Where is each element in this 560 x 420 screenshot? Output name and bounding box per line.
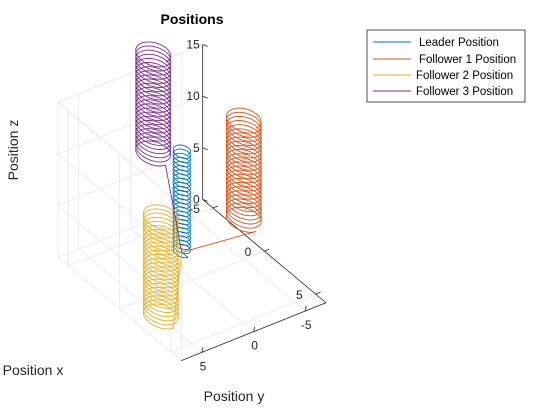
z-tick (202, 147, 208, 151)
z-tick (202, 44, 208, 47)
legend-entry: Follower 3 Position (416, 86, 513, 98)
grid-line (68, 207, 214, 267)
legend: Leader Position Follower 1 Position Foll… (366, 29, 526, 103)
legend-entry: Leader Position (419, 37, 499, 49)
y-tick-label: 0 (251, 339, 258, 353)
box-edge (57, 44, 203, 103)
y-tick (304, 305, 307, 312)
box-edge (57, 101, 182, 206)
chart-title: Positions (160, 11, 223, 27)
x-tick (264, 248, 270, 252)
x-axis-label: Position x (3, 362, 64, 378)
z-tick-label: 10 (186, 89, 200, 103)
y-axis-label: Position y (204, 388, 265, 404)
z-axis-label: Position z (5, 120, 21, 181)
x-tick-label: 0 (245, 245, 252, 259)
series-line (181, 107, 262, 253)
series-layer (135, 41, 262, 330)
z-tick (202, 199, 208, 202)
z-tick-label: 5 (193, 141, 200, 155)
z-tick-label: 0 (193, 192, 200, 206)
y-tick (253, 326, 256, 332)
x-tick (315, 291, 321, 295)
series-line (172, 144, 192, 259)
x-tick (212, 205, 219, 209)
grid-line (170, 293, 316, 353)
legend-entry: Follower 2 Position (416, 70, 513, 82)
z-tick (202, 95, 208, 99)
x-tick-label: -5 (189, 202, 200, 216)
legend-entry: Follower 1 Position (419, 54, 516, 66)
y-tick-label: -5 (301, 318, 312, 332)
axes-box (181, 44, 327, 361)
series-line (135, 41, 183, 253)
y-tick (201, 347, 204, 353)
z-tick-label: 15 (186, 37, 200, 51)
x-tick-label: 5 (296, 288, 303, 302)
y-tick-label: 5 (200, 359, 207, 373)
